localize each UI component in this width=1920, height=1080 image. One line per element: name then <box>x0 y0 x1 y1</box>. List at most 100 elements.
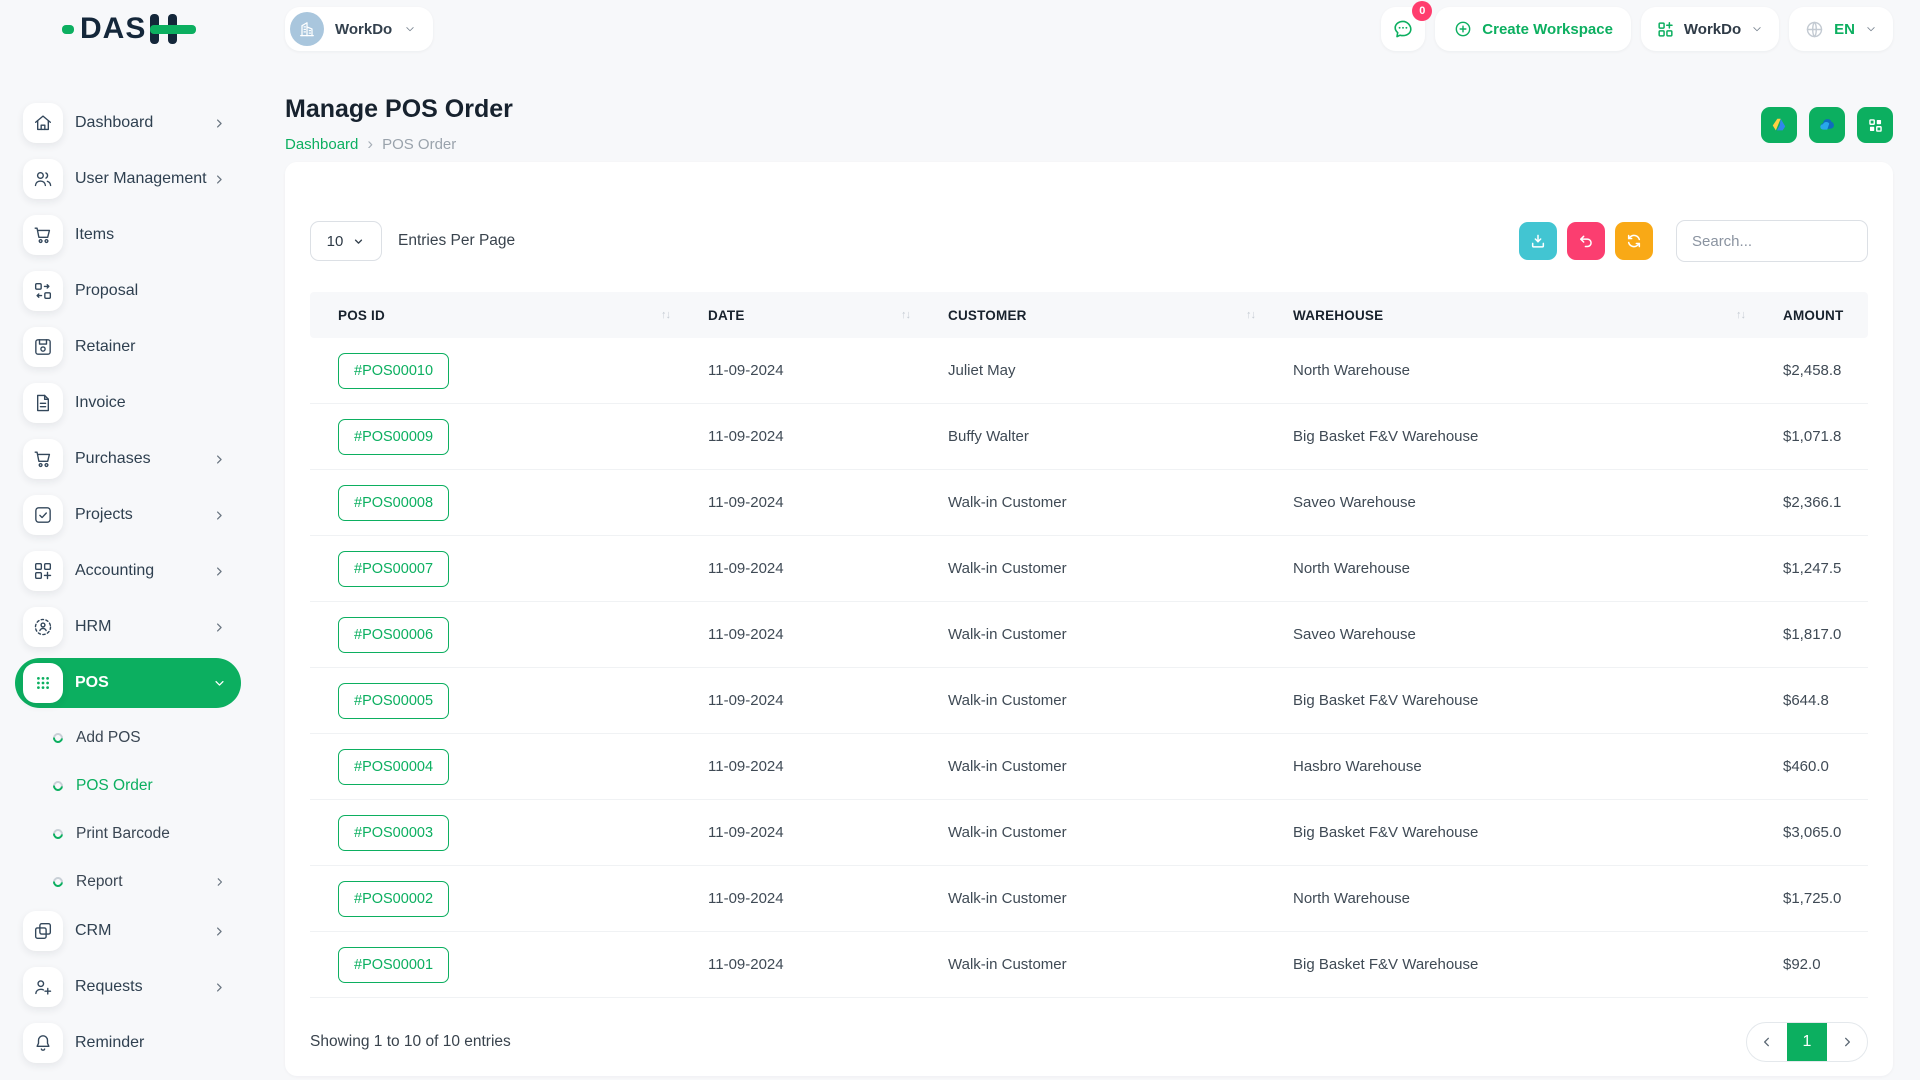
sidebar-item-dashboard[interactable]: Dashboard <box>15 98 241 148</box>
pos-id-badge[interactable]: #POS00008 <box>338 484 450 521</box>
messages-button[interactable]: 0 <box>1381 1 1433 51</box>
sidebar-item-items[interactable]: Items <box>15 210 241 260</box>
sidebar-item-crm[interactable]: CRM <box>15 906 241 956</box>
language-selector[interactable]: EN <box>1789 7 1893 51</box>
cell-amount: $1,725.0 <box>1783 890 1842 907</box>
sort-icon[interactable]: ↑↓ <box>1246 309 1256 321</box>
sidebar-item-projects[interactable]: Projects <box>15 490 241 540</box>
sort-icon[interactable]: ↑↓ <box>1736 309 1746 321</box>
cell-date: 11-09-2024 <box>708 824 784 841</box>
sidebar-item-retainer[interactable]: Retainer <box>15 322 241 372</box>
globe-icon <box>1806 21 1823 37</box>
grid-view-button[interactable] <box>1857 107 1893 143</box>
table-row: #POS00010 11-09-2024 Juliet May North Wa… <box>310 338 1868 404</box>
one-drive-button[interactable] <box>1809 107 1845 143</box>
plus-circle-icon <box>1455 21 1471 37</box>
messages-count-badge: 0 <box>1412 1 1433 21</box>
cell-customer: Walk-in Customer <box>948 692 1067 709</box>
logo-text: DAS <box>80 12 147 45</box>
workspace-switcher[interactable]: WorkDo <box>285 7 434 51</box>
sidebar-subitem-print-barcode[interactable]: Print Barcode <box>15 810 241 858</box>
column-header-customer[interactable]: CUSTOMER ↑↓ <box>948 307 1256 323</box>
cell-warehouse: North Warehouse <box>1293 362 1410 379</box>
sidebar-subitem-report[interactable]: Report <box>15 858 241 906</box>
table-row: #POS00006 11-09-2024 Walk-in Customer Sa… <box>310 602 1868 668</box>
column-header-pos-id[interactable]: POS ID ↑↓ <box>338 307 671 323</box>
workspace-name: WorkDo <box>335 20 393 38</box>
pos-id-badge[interactable]: #POS00003 <box>338 814 450 851</box>
main-content: Manage POS Order Dashboard › POS Order <box>285 58 1920 1076</box>
sort-icon[interactable]: ↑↓ <box>661 309 671 321</box>
file-icon <box>23 383 63 423</box>
sidebar-item-accounting[interactable]: Accounting <box>15 546 241 596</box>
bullet-icon <box>50 730 66 746</box>
table-row: #POS00007 11-09-2024 Walk-in Customer No… <box>310 536 1868 602</box>
previous-page-button[interactable] <box>1747 1023 1787 1061</box>
pos-id-badge[interactable]: #POS00002 <box>338 880 450 917</box>
cell-customer: Walk-in Customer <box>948 824 1067 841</box>
table-row: #POS00004 11-09-2024 Walk-in Customer Ha… <box>310 734 1868 800</box>
sidebar-item-reminder[interactable]: Reminder <box>15 1018 241 1068</box>
column-header-date[interactable]: DATE ↑↓ <box>708 307 911 323</box>
chevron-left-icon <box>1764 1037 1769 1047</box>
swap-grid-icon <box>23 271 63 311</box>
grid-view-icon <box>1868 118 1882 132</box>
bullet-icon <box>50 826 66 842</box>
pos-id-badge[interactable]: #POS00010 <box>338 352 450 389</box>
sidebar-item-pos[interactable]: POS <box>15 658 241 708</box>
chevron-down-icon <box>1753 27 1761 32</box>
cell-warehouse: Big Basket F&V Warehouse <box>1293 692 1479 709</box>
google-drive-button[interactable] <box>1761 107 1797 143</box>
reset-button[interactable] <box>1567 222 1605 260</box>
workdo-apps-menu[interactable]: WorkDo <box>1640 7 1780 51</box>
chevron-right-icon <box>1845 1037 1850 1047</box>
sort-icon[interactable]: ↑↓ <box>901 309 911 321</box>
pagination: 1 <box>1746 1022 1868 1062</box>
sidebar-subitem-pos-order[interactable]: POS Order <box>15 762 241 810</box>
page-number-1[interactable]: 1 <box>1787 1023 1827 1061</box>
next-page-button[interactable] <box>1827 1023 1867 1061</box>
cell-warehouse: North Warehouse <box>1293 890 1410 907</box>
quick-actions <box>1761 107 1893 143</box>
logo-dash-icon <box>62 24 74 34</box>
pos-id-badge[interactable]: #POS00006 <box>338 616 450 653</box>
refresh-button[interactable] <box>1615 222 1653 260</box>
topbar: DAS WorkDo 0 Create Workspace <box>0 0 1920 58</box>
chevron-down-icon <box>355 238 363 244</box>
sidebar-item-user-management[interactable]: User Management <box>15 154 241 204</box>
page-title: Manage POS Order <box>285 95 513 123</box>
logo-h-glyph <box>148 13 197 45</box>
home-icon <box>23 103 63 143</box>
sidebar: Dashboard User Management Items Proposal… <box>0 58 285 1074</box>
grid-plus-icon <box>23 551 63 591</box>
sidebar-item-proposal[interactable]: Proposal <box>15 266 241 316</box>
pos-id-badge[interactable]: #POS00009 <box>338 418 450 455</box>
cart-icon <box>23 215 63 255</box>
cell-amount: $2,458.8 <box>1783 362 1842 379</box>
cell-warehouse: Big Basket F&V Warehouse <box>1293 428 1479 445</box>
pos-id-badge[interactable]: #POS00007 <box>338 550 450 587</box>
create-workspace-button[interactable]: Create Workspace <box>1435 7 1631 51</box>
sidebar-subitem-add-pos[interactable]: Add POS <box>15 714 241 762</box>
sidebar-item-invoice[interactable]: Invoice <box>15 378 241 428</box>
column-header-amount[interactable]: AMOUNT <box>1783 307 1844 323</box>
pos-id-badge[interactable]: #POS00001 <box>338 946 450 983</box>
pos-id-badge[interactable]: #POS00005 <box>338 682 450 719</box>
cell-warehouse: Big Basket F&V Warehouse <box>1293 824 1479 841</box>
breadcrumb-link-dashboard[interactable]: Dashboard <box>285 135 359 153</box>
user-plus-icon <box>23 967 63 1007</box>
sidebar-item-purchases[interactable]: Purchases <box>15 434 241 484</box>
search-input[interactable] <box>1676 220 1868 262</box>
pos-id-badge[interactable]: #POS00004 <box>338 748 450 785</box>
cell-warehouse: North Warehouse <box>1293 560 1410 577</box>
cell-amount: $644.8 <box>1783 692 1829 709</box>
entries-per-page-select[interactable]: 10 <box>310 221 382 261</box>
export-button[interactable] <box>1519 222 1557 260</box>
column-header-warehouse[interactable]: WAREHOUSE ↑↓ <box>1293 307 1746 323</box>
table-header-row: POS ID ↑↓ DATE ↑↓ CUSTOMER ↑↓ WAREHOUSE ↑↓ A… <box>310 292 1868 338</box>
sidebar-item-hrm[interactable]: HRM <box>15 602 241 652</box>
chevron-right-icon <box>212 564 227 579</box>
sidebar-item-requests[interactable]: Requests <box>15 962 241 1012</box>
cell-amount: $2,366.1 <box>1783 494 1842 511</box>
grid-plus-icon <box>1658 21 1673 37</box>
